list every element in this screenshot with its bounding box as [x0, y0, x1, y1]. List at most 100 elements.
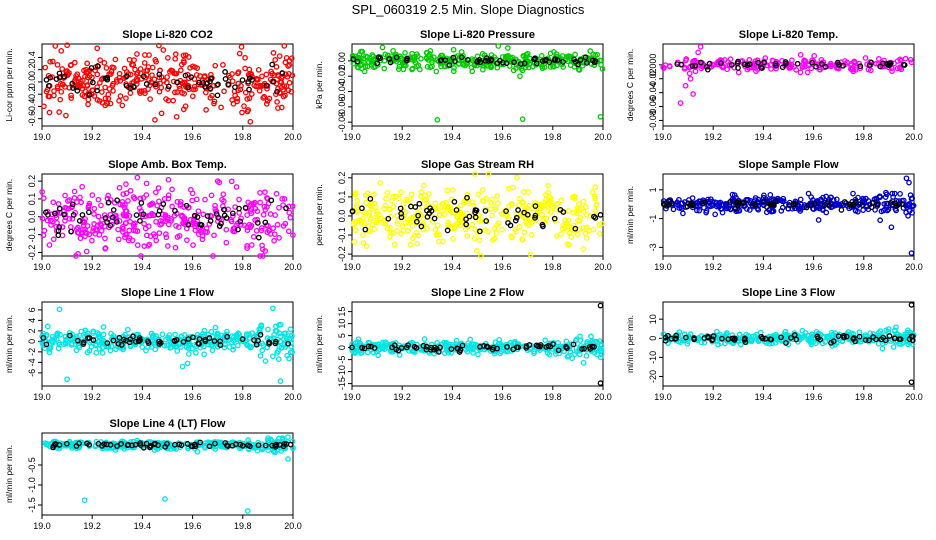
data-point: [245, 199, 252, 206]
data-point-black: [515, 344, 522, 351]
data-point: [391, 241, 398, 248]
data-point-black: [76, 440, 82, 447]
data-point: [527, 60, 534, 67]
data-point-black: [397, 205, 404, 212]
x-tick-label: 19.0: [33, 262, 51, 272]
data-point: [821, 199, 828, 206]
x-tick-label: 20.0: [594, 262, 612, 272]
x-tick-label: 19.0: [343, 262, 361, 272]
data-point-black: [523, 344, 530, 351]
data-point: [877, 217, 884, 224]
data-point: [387, 206, 393, 213]
data-point: [266, 439, 273, 446]
x-tick-label: 19.0: [343, 392, 361, 402]
data-point: [102, 245, 109, 251]
data-point: [516, 195, 523, 202]
data-point: [371, 226, 378, 233]
data-point-black: [208, 75, 215, 82]
data-point: [112, 56, 119, 63]
data-point: [504, 45, 511, 51]
data-point: [189, 93, 196, 100]
data-point: [96, 346, 103, 352]
data-point-black: [133, 212, 140, 218]
data-point-black: [792, 201, 799, 207]
data-point-black: [483, 218, 490, 224]
data-point: [875, 56, 882, 62]
data-point-black: [67, 332, 73, 339]
data-point: [213, 208, 220, 215]
data-point-black: [53, 76, 60, 83]
data-point: [256, 87, 263, 94]
data-point: [521, 206, 528, 212]
data-point: [257, 325, 264, 331]
data-point: [107, 100, 114, 107]
plot-frame: [41, 43, 294, 127]
data-point: [271, 231, 278, 238]
data-point: [62, 217, 68, 224]
y-tick-label: -0.02: [648, 68, 658, 89]
data-point: [833, 201, 840, 208]
data-point: [274, 99, 280, 105]
x-tick-label: 19.0: [343, 132, 361, 142]
data-point: [817, 66, 823, 73]
data-point: [83, 66, 89, 73]
data-point: [550, 203, 557, 210]
data-point: [395, 218, 401, 225]
data-point: [521, 229, 528, 236]
data-point: [172, 51, 179, 58]
data-point: [187, 186, 194, 193]
data-point: [239, 109, 245, 116]
data-point: [212, 446, 219, 452]
data-point-black: [206, 335, 213, 341]
data-point: [508, 233, 515, 239]
data-point: [270, 353, 276, 360]
x-tick-label: 20.0: [284, 392, 302, 402]
data-point-black: [897, 336, 904, 343]
data-point-black: [433, 345, 440, 352]
data-point: [382, 202, 389, 209]
data-point: [138, 253, 144, 259]
data-point: [440, 238, 446, 245]
data-point: [395, 66, 402, 72]
data-point-black: [451, 198, 458, 205]
data-point: [286, 79, 293, 86]
data-point: [364, 349, 371, 356]
data-point: [491, 235, 498, 242]
data-point: [684, 340, 691, 347]
data-point: [797, 336, 803, 343]
data-point: [54, 332, 61, 339]
data-point-black: [510, 346, 517, 353]
data-point: [565, 352, 572, 359]
data-point: [855, 338, 861, 345]
data-point: [572, 51, 578, 58]
data-point: [263, 101, 270, 107]
data-point: [499, 210, 505, 217]
data-point: [249, 330, 255, 336]
data-point-black: [532, 55, 538, 62]
data-point: [271, 332, 277, 338]
data-point: [182, 221, 189, 228]
data-point: [694, 207, 700, 214]
data-point: [101, 223, 108, 230]
data-point-black: [221, 206, 227, 213]
data-point: [224, 328, 230, 335]
plot-frame: [41, 432, 294, 516]
data-point: [161, 342, 168, 349]
data-point: [98, 202, 104, 209]
data-point: [59, 224, 66, 230]
outlier-point: [597, 380, 604, 386]
data-point-black: [266, 339, 272, 346]
x-tick-label: 19.4: [444, 392, 462, 402]
data-point: [129, 237, 136, 244]
data-point-black: [728, 61, 735, 68]
data-point-black: [684, 203, 691, 210]
data-point: [173, 113, 180, 120]
outlier-point: [687, 75, 694, 82]
data-point: [573, 345, 580, 351]
data-point-black: [94, 87, 100, 94]
series-points: [660, 175, 917, 256]
data-point: [143, 347, 149, 354]
data-point: [55, 201, 62, 207]
outlier-point: [697, 43, 704, 50]
data-point: [514, 174, 520, 181]
